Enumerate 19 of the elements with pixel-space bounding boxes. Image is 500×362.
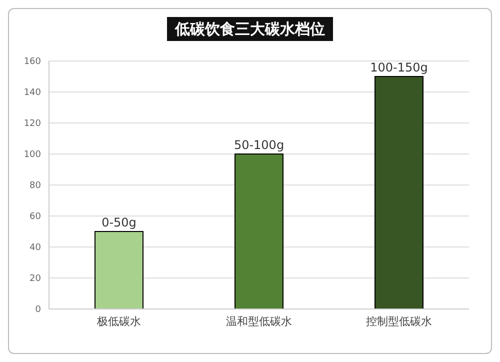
y-tick-label: 120 (24, 119, 42, 130)
y-tick-label: 140 (24, 88, 42, 98)
chart-title: 低碳饮食三大碳水档位 (167, 17, 333, 41)
data-label: 50-100g (234, 138, 284, 152)
data-label: 0-50g (102, 216, 136, 230)
data-label: 100-150g (370, 60, 428, 74)
x-tick-label: 控制型低碳水 (366, 314, 432, 328)
y-tick-label: 80 (30, 181, 42, 192)
y-tick-label: 0 (35, 305, 42, 316)
y-tick-label: 100 (24, 150, 42, 160)
y-tick-label: 20 (30, 274, 42, 284)
y-tick-label: 60 (30, 212, 42, 222)
x-tick-label: 温和型低碳水 (226, 314, 292, 328)
x-tick-label: 极低碳水 (96, 314, 141, 328)
y-tick-label: 160 (24, 57, 42, 68)
y-tick-label: 40 (30, 243, 42, 254)
bar (234, 154, 284, 309)
bar (94, 231, 144, 309)
bar (374, 76, 424, 309)
